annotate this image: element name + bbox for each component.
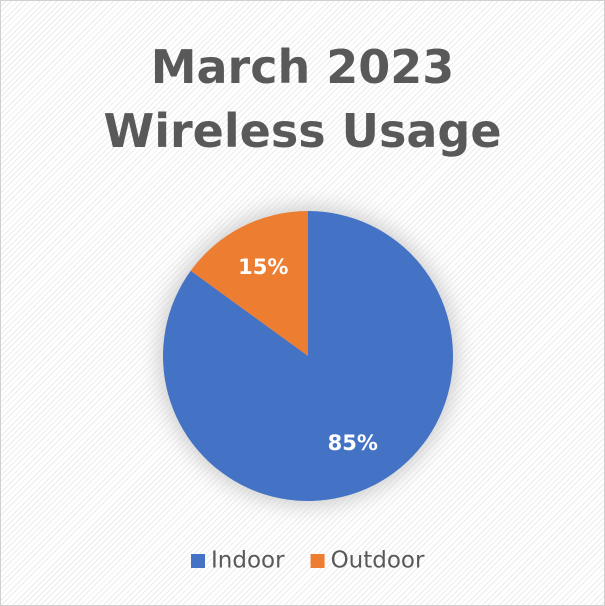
- legend-label: Outdoor: [331, 548, 425, 574]
- data-label: 15%: [238, 255, 288, 279]
- legend-swatch: [191, 554, 205, 568]
- chart-title: March 2023 Wireless Usage: [103, 40, 502, 158]
- pie-slice: [190, 211, 308, 356]
- legend-swatch: [310, 554, 325, 568]
- data-label: 85%: [328, 431, 378, 455]
- legend-label: Indoor: [211, 548, 285, 574]
